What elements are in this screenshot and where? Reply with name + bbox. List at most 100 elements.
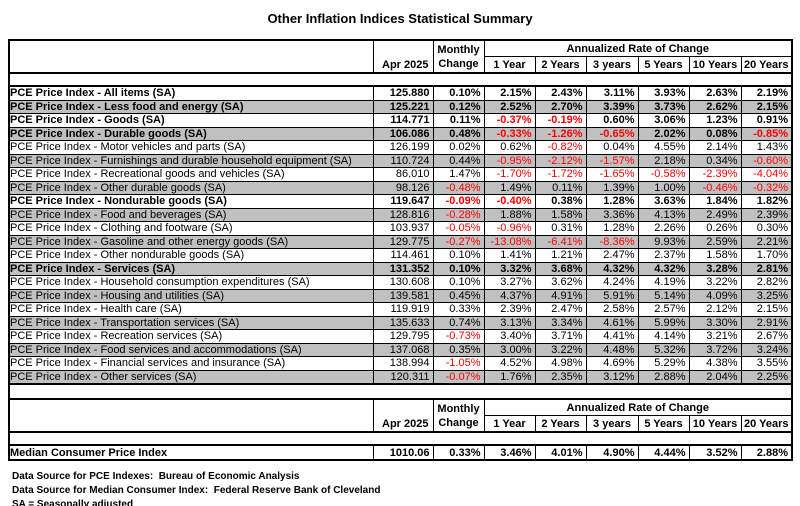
value-cell: -0.46% (688, 180, 742, 195)
value-cell: 125.221 (372, 99, 434, 114)
value-cell: 139.581 (372, 288, 434, 303)
value-cell: 4.38% (688, 356, 742, 371)
table-row: PCE Price Index - Household consumption … (8, 275, 793, 290)
column-header-20years: 20 Years (740, 56, 793, 74)
table-row: PCE Price Index - Motor vehicles and par… (8, 140, 793, 155)
value-cell: 1.41% (483, 248, 536, 263)
value-cell: 4.44% (637, 444, 690, 461)
value-cell: 1.58% (534, 207, 587, 222)
value-cell: 4.32% (637, 261, 690, 276)
value-cell: 1.28% (585, 221, 639, 236)
footnote-sa-definition: SA = Seasonally adjusted (12, 499, 134, 506)
value-cell: -13.08% (483, 234, 536, 249)
value-cell: 5.91% (585, 288, 639, 303)
value-cell: 4.91% (534, 288, 587, 303)
column-header-period: Apr 2025 (372, 39, 434, 74)
column-header-10years: 10 Years (688, 415, 742, 433)
table-row: PCE Price Index - Financial services and… (8, 356, 793, 371)
value-cell: 4.61% (585, 315, 639, 330)
value-cell: 0.12% (432, 99, 485, 114)
value-cell: 3.27% (483, 275, 536, 290)
row-label: PCE Price Index - Recreational goods and… (8, 167, 374, 182)
value-cell: 130.608 (372, 275, 434, 290)
value-cell: -1.65% (585, 167, 639, 182)
value-cell: 3.72% (688, 342, 742, 357)
value-cell: 0.35% (432, 342, 485, 357)
value-cell: 2.57% (637, 302, 690, 317)
value-cell: -0.09% (432, 194, 485, 209)
table-row: PCE Price Index - Less food and energy (… (8, 99, 793, 114)
value-cell: 135.633 (372, 315, 434, 330)
row-label: PCE Price Index - Housing and utilities … (8, 288, 374, 303)
column-header-period: Apr 2025 (372, 398, 434, 433)
column-header-5years: 5 Years (637, 415, 690, 433)
value-cell: -1.57% (585, 153, 639, 168)
value-cell: 2.37% (637, 248, 690, 263)
value-cell: 0.34% (688, 153, 742, 168)
value-cell: 1.21% (534, 248, 587, 263)
row-label: PCE Price Index - Other services (SA) (8, 369, 374, 385)
value-cell: 0.10% (432, 261, 485, 276)
value-cell: -6.41% (534, 234, 587, 249)
value-cell: 4.14% (637, 329, 690, 344)
value-cell: 0.31% (534, 221, 587, 236)
value-cell: -0.27% (432, 234, 485, 249)
value-cell: 0.10% (432, 248, 485, 263)
value-cell: 0.04% (585, 140, 639, 155)
value-cell: -1.26% (534, 126, 587, 141)
value-cell: 3.22% (534, 342, 587, 357)
value-cell: 2.52% (483, 99, 536, 114)
value-cell: 0.48% (432, 126, 485, 141)
row-label: PCE Price Index - Durable goods (SA) (8, 126, 374, 141)
value-cell: 3.46% (483, 444, 536, 461)
table-row: PCE Price Index - Housing and utilities … (8, 288, 793, 303)
row-label: PCE Price Index - Other durable goods (S… (8, 180, 374, 195)
footnote-pce-source: Data Source for PCE Indexes: Bureau of E… (12, 471, 300, 482)
value-cell: 0.44% (432, 153, 485, 168)
value-cell: 2.15% (740, 99, 793, 114)
table-row: PCE Price Index - Gasoline and other ene… (8, 234, 793, 249)
row-label: PCE Price Index - All items (SA) (8, 85, 374, 101)
value-cell: 2.25% (740, 369, 793, 385)
value-cell: 2.82% (740, 275, 793, 290)
value-cell: 2.63% (688, 85, 742, 101)
value-cell: 2.59% (688, 234, 742, 249)
value-cell: 0.33% (432, 444, 485, 461)
value-cell: 3.06% (637, 113, 690, 128)
table-row: PCE Price Index - Food services and acco… (8, 342, 793, 357)
value-cell: 120.311 (372, 369, 434, 385)
value-cell: 2.67% (740, 329, 793, 344)
value-cell: 4.01% (534, 444, 587, 461)
value-cell: 98.126 (372, 180, 434, 195)
column-header-monthly-change: Monthly Change (432, 39, 485, 74)
value-cell: 0.11% (534, 180, 587, 195)
row-label: PCE Price Index - Food services and acco… (8, 342, 374, 357)
value-cell: 2.47% (534, 302, 587, 317)
table-row: PCE Price Index - Services (SA) 131.352 0.… (8, 261, 793, 276)
spacer-row (8, 432, 793, 445)
value-cell: 0.62% (483, 140, 536, 155)
footnotes: Data Source for PCE Indexes: Bureau of E… (12, 470, 800, 506)
value-cell: 4.69% (585, 356, 639, 371)
value-cell: 2.21% (740, 234, 793, 249)
value-cell: 4.52% (483, 356, 536, 371)
value-cell: 4.90% (585, 444, 639, 461)
value-cell: 4.55% (637, 140, 690, 155)
value-cell: 126.199 (372, 140, 434, 155)
value-cell: 0.02% (432, 140, 485, 155)
value-cell: 4.13% (637, 207, 690, 222)
table-row: PCE Price Index - Health care (SA) 119.91… (8, 302, 793, 317)
footnote-median-source: Data Source for Median Consumer Index: F… (12, 485, 381, 496)
row-label: PCE Price Index - Clothing and footware … (8, 221, 374, 236)
value-cell: 4.41% (585, 329, 639, 344)
table-row: PCE Price Index - Durable goods (SA) 106.… (8, 126, 793, 141)
header-label-blank (8, 39, 374, 74)
table-row: PCE Price Index - Nondurable goods (SA) 1… (8, 194, 793, 209)
value-cell: 3.55% (740, 356, 793, 371)
value-cell: -2.39% (688, 167, 742, 182)
table-row: PCE Price Index - Other nondurable goods… (8, 248, 793, 263)
value-cell: 138.994 (372, 356, 434, 371)
column-header-10years: 10 Years (688, 56, 742, 74)
column-header-annualized: Annualized Rate of Change (483, 398, 793, 416)
value-cell: 3.28% (688, 261, 742, 276)
